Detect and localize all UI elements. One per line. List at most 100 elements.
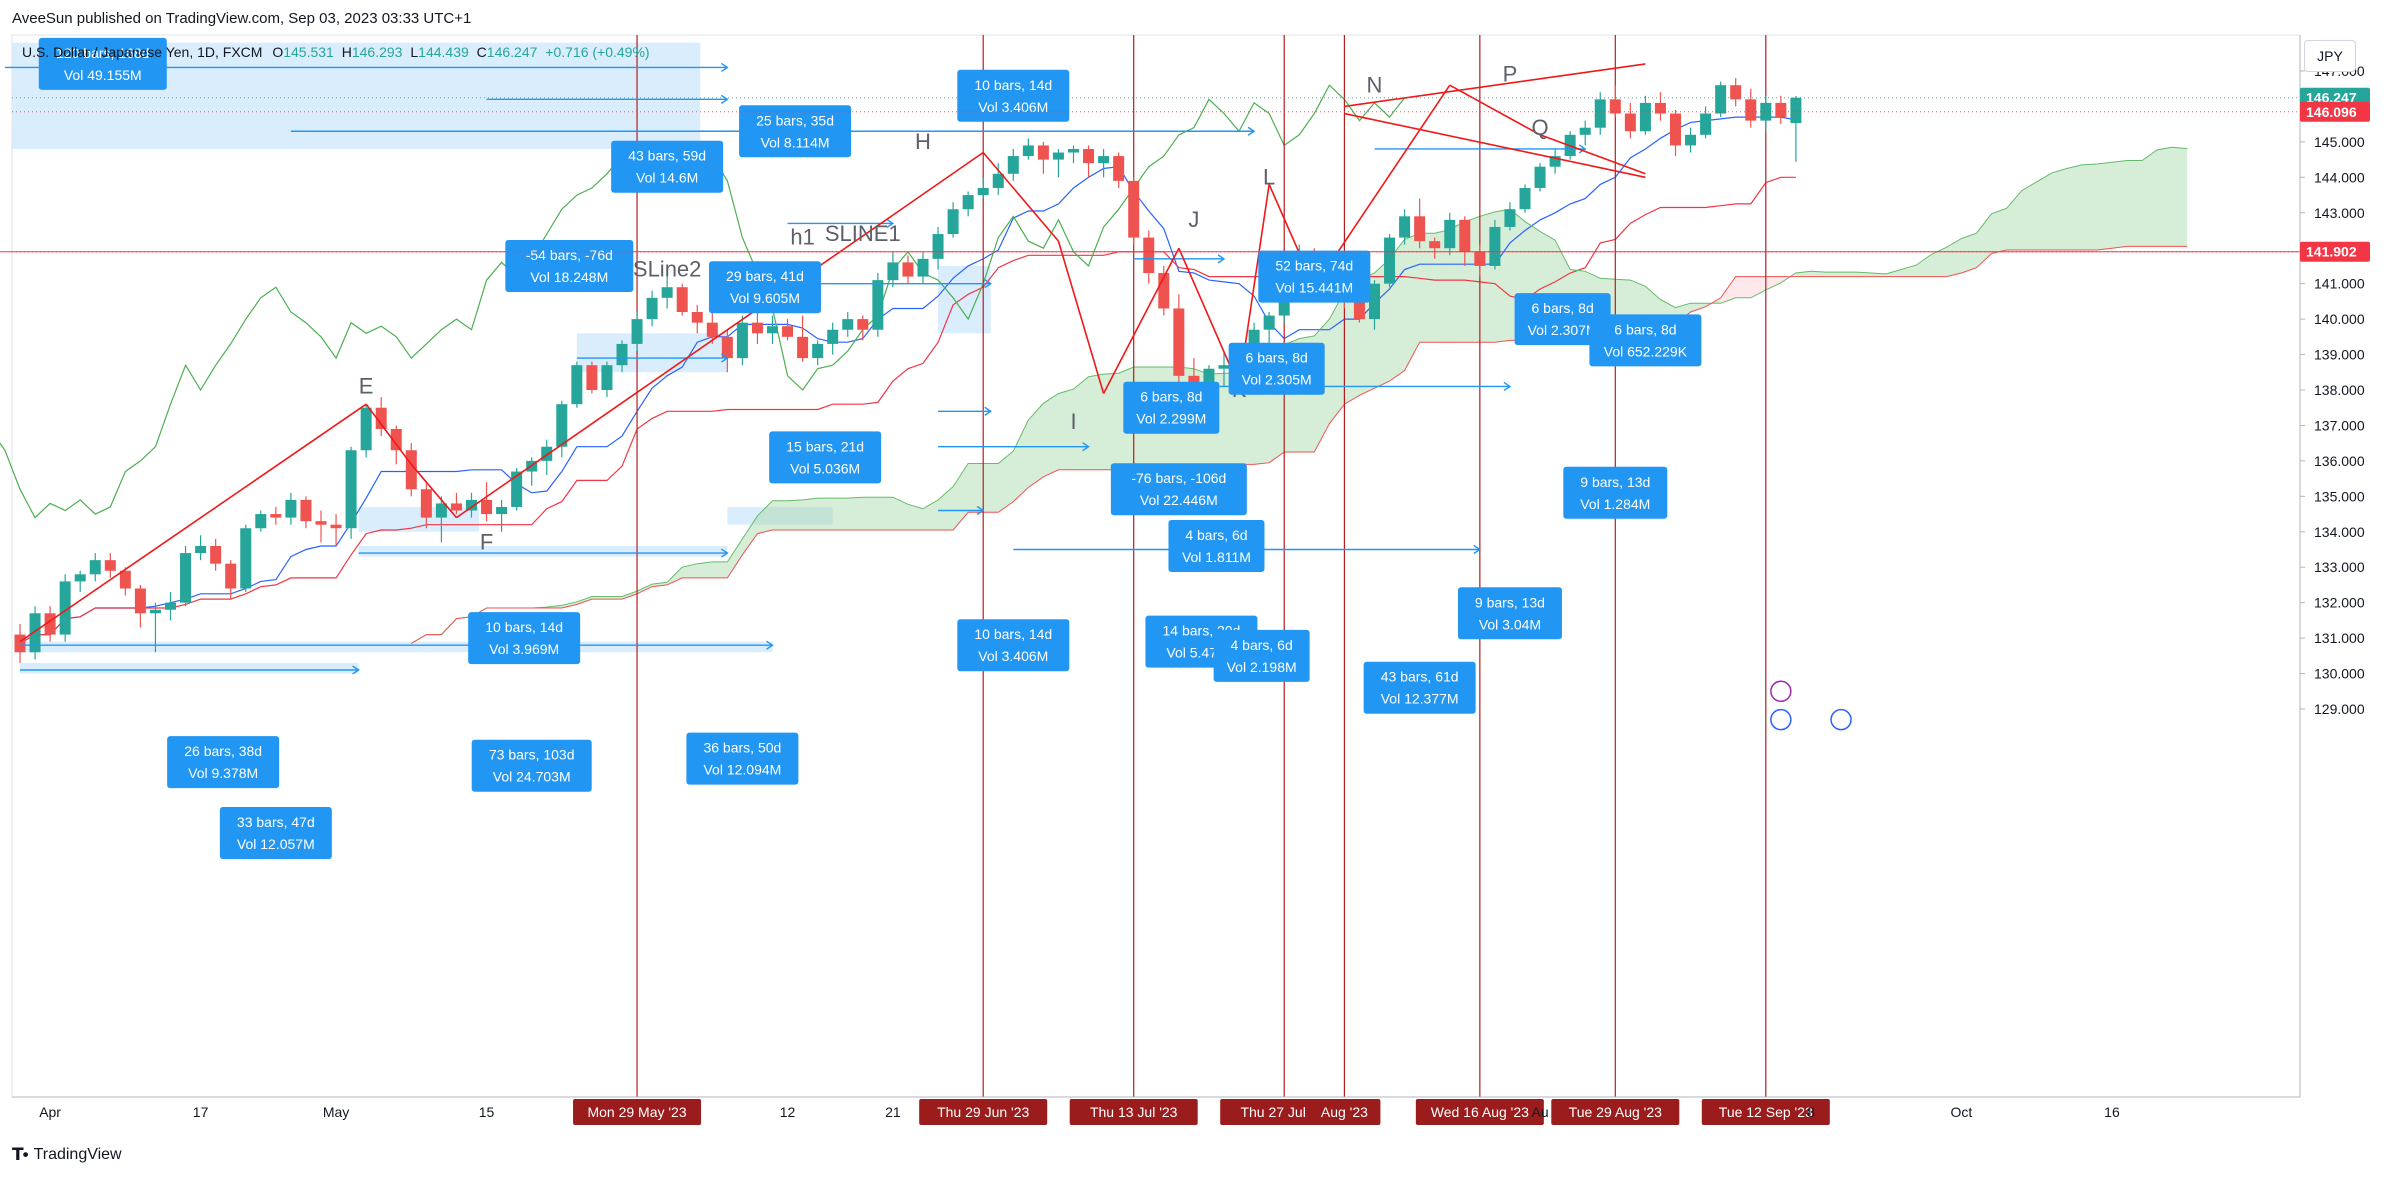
candle-up xyxy=(360,407,372,451)
stat-box-bars: 26 bars, 38d xyxy=(184,743,262,759)
range-arrow-head xyxy=(886,218,895,228)
cloud-segment xyxy=(1088,374,1104,470)
currency-button[interactable]: JPY xyxy=(2304,40,2356,72)
stat-box-vol: Vol 652.229K xyxy=(1604,343,1688,359)
y-tick-label: 143.000 xyxy=(2314,205,2365,221)
stat-box-vol: Vol 12.094M xyxy=(703,762,781,778)
cloud-segment xyxy=(1419,233,1435,343)
cloud-segment xyxy=(561,601,577,608)
range-arrow-head xyxy=(1217,254,1226,264)
candle-up xyxy=(1639,102,1651,132)
candle-down xyxy=(1745,99,1757,121)
cloud-segment xyxy=(998,451,1014,513)
trendline-label: SLine2 xyxy=(633,257,702,282)
cloud-segment xyxy=(1901,265,1917,277)
price-tag-label: 141.902 xyxy=(2306,244,2357,260)
y-tick-label: 130.000 xyxy=(2314,666,2365,682)
range-box xyxy=(358,506,480,532)
candle-up xyxy=(180,553,192,603)
x-tick-label: 21 xyxy=(885,1104,901,1120)
resistance-line xyxy=(1344,63,1646,108)
trendline-label: SLINE1 xyxy=(825,221,901,246)
x-tick-label: 8 xyxy=(1807,1104,1815,1120)
x-date-highlight xyxy=(1701,1099,1830,1125)
wave-label: E xyxy=(359,374,374,399)
candle-up xyxy=(466,499,477,511)
stat-box-vol: Vol 24.703M xyxy=(493,769,571,785)
cloud-segment xyxy=(2157,147,2173,247)
candle-up xyxy=(511,471,523,507)
ohlc-open-label: O xyxy=(272,44,284,60)
x-tick-label: 16 xyxy=(2104,1104,2120,1120)
candle-up xyxy=(29,613,41,653)
x-date-highlight xyxy=(573,1099,702,1125)
cloud-segment xyxy=(923,499,939,531)
chart-area[interactable]: EFGh1HIJKLMNPQSLine2SLINE1120 bars, 168d… xyxy=(0,30,2387,1176)
x-date-label: Wed 16 Aug '23 xyxy=(1431,1104,1529,1120)
y-tick-label: 140.000 xyxy=(2314,311,2365,327)
candle-up xyxy=(74,574,86,582)
tradingview-logo-icon: 𝗧• xyxy=(12,1145,29,1164)
cloud-segment xyxy=(1810,271,1826,277)
stat-box-bars: 9 bars, 13d xyxy=(1475,594,1545,610)
cloud-segment xyxy=(1886,269,1902,277)
wave-label: L xyxy=(1263,164,1275,189)
candle-up xyxy=(1218,365,1230,369)
candle-down xyxy=(450,503,462,511)
cloud-segment xyxy=(1916,254,1932,277)
candle-down xyxy=(1429,241,1441,249)
symbol-name: U.S. Dollar / Japanese Yen, 1D, FXCM xyxy=(22,44,263,60)
candle-up xyxy=(1519,187,1531,210)
stat-box-vol: Vol 22.446M xyxy=(1140,492,1218,508)
trend-line xyxy=(1102,247,1180,394)
cloud-segment xyxy=(1931,247,1947,277)
wave-label: H xyxy=(915,129,931,154)
cloud-segment xyxy=(2051,168,2067,250)
candle-up xyxy=(947,209,959,235)
range-arrow-head xyxy=(352,665,360,675)
x-tick-label: 12 xyxy=(780,1104,796,1120)
stat-box-vol: Vol 18.248M xyxy=(530,269,608,285)
candle-down xyxy=(691,312,703,323)
trend-line xyxy=(1057,240,1105,394)
cloud-segment xyxy=(1434,229,1450,343)
cloud-segment xyxy=(983,463,999,513)
cloud-segment xyxy=(697,561,713,578)
cloud-segment xyxy=(591,596,607,600)
candle-up xyxy=(917,258,929,277)
span-a-line xyxy=(411,146,2188,644)
cloud-segment xyxy=(817,498,833,531)
wave-label: I xyxy=(1070,409,1076,434)
candle-up xyxy=(1579,127,1591,135)
flag-icon xyxy=(1770,708,1792,731)
y-tick-label: 131.000 xyxy=(2314,630,2365,646)
price-tag-label: 146.247 xyxy=(2306,90,2357,106)
stat-box-vol: Vol 8.114M xyxy=(761,134,830,150)
y-tick-label: 141.000 xyxy=(2314,276,2365,292)
cloud-segment xyxy=(622,591,638,600)
ohlc-high: 146.293 xyxy=(351,44,403,60)
x-tick-label: May xyxy=(323,1104,349,1120)
y-tick-label: 144.000 xyxy=(2314,169,2365,185)
candle-down xyxy=(1775,102,1787,118)
chart-canvas[interactable]: EFGh1HIJKLMNPQSLine2SLINE1120 bars, 168d… xyxy=(0,30,2387,1176)
candle-down xyxy=(1158,273,1170,309)
candle-down xyxy=(1654,102,1666,114)
y-tick-label: 132.000 xyxy=(2314,595,2365,611)
candle-up xyxy=(1022,145,1034,157)
stat-box xyxy=(957,69,1070,122)
candle-down xyxy=(1113,156,1125,181)
cloud-segment xyxy=(907,504,923,531)
candle-down xyxy=(315,521,327,525)
candle-down xyxy=(225,563,237,589)
candle-up xyxy=(1098,156,1110,164)
cloud-segment xyxy=(2006,190,2022,250)
cloud-segment xyxy=(1013,420,1029,502)
cloud-segment xyxy=(757,500,773,534)
x-date-highlight xyxy=(919,1099,1048,1125)
cloud-segment xyxy=(727,538,743,578)
candle-up xyxy=(285,499,297,518)
ohlc-low-label: L xyxy=(410,44,419,60)
stat-box-bars: 4 bars, 6d xyxy=(1185,527,1247,543)
cloud-segment xyxy=(1043,393,1059,477)
